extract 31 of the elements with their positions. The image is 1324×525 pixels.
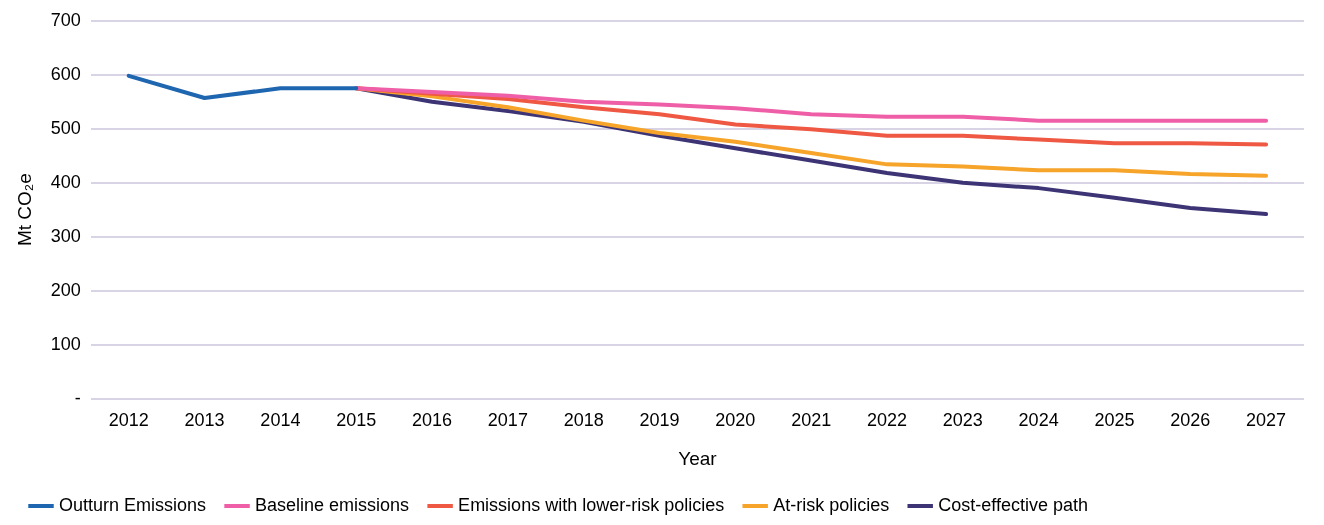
y-axis-title: Mt CO₂e <box>13 173 35 247</box>
x-tick-label: 2020 <box>715 410 756 431</box>
x-tick-label: 2026 <box>1170 410 1211 431</box>
x-tick-label: 2022 <box>866 410 907 431</box>
x-tick-label: 2015 <box>336 410 377 431</box>
legend-label: Cost-effective path <box>938 494 1088 515</box>
x-tick-label: 2019 <box>639 410 680 431</box>
y-tick-label: 500 <box>50 117 81 138</box>
y-tick-label: 100 <box>50 333 81 354</box>
x-tick-label: 2025 <box>1094 410 1135 431</box>
x-tick-label: 2018 <box>563 410 604 431</box>
x-tick-label: 2017 <box>487 410 528 431</box>
y-tick-label: 600 <box>50 63 81 84</box>
x-tick-label: 2016 <box>412 410 453 431</box>
y-tick-label: 400 <box>50 171 81 192</box>
y-tick-label: 200 <box>50 279 81 300</box>
x-tick-label: 2023 <box>942 410 983 431</box>
x-tick-label: 2012 <box>108 410 149 431</box>
x-tick-label: 2013 <box>184 410 225 431</box>
legend-label: Baseline emissions <box>255 494 410 515</box>
y-tick-label: 700 <box>50 9 81 30</box>
x-tick-label: 2027 <box>1246 410 1287 431</box>
legend-label: Emissions with lower-risk policies <box>458 494 725 515</box>
x-tick-label: 2024 <box>1018 410 1059 431</box>
y-tick-label: 300 <box>50 225 81 246</box>
x-tick-label: 2014 <box>260 410 301 431</box>
x-tick-label: 2021 <box>791 410 832 431</box>
x-axis-title: Year <box>678 447 718 469</box>
legend-label: At-risk policies <box>773 494 890 515</box>
legend-label: Outturn Emissions <box>59 494 207 515</box>
y-tick-label: - <box>74 387 81 408</box>
